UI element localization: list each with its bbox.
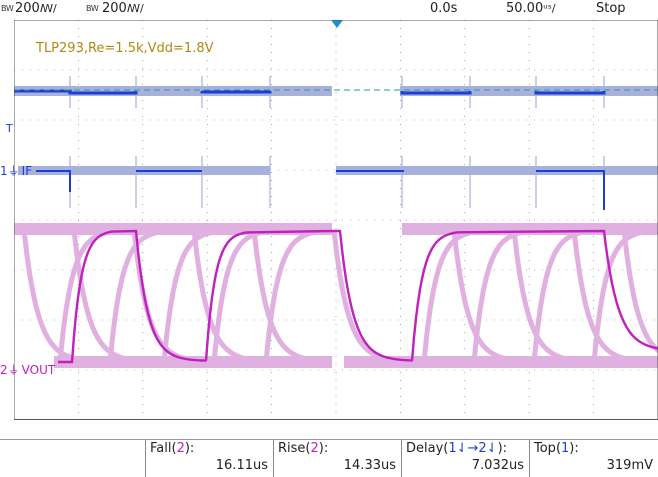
ground-icon: ⏚ xyxy=(7,363,20,377)
ch1-upper-persistence xyxy=(14,86,332,96)
ch2-high-persistence xyxy=(14,223,332,235)
ground-icon: ⏚ xyxy=(7,164,20,178)
waveform-annotation: TLP293,Re=1.5k,Vdd=1.8V xyxy=(35,41,214,56)
ch2-rise-persistence xyxy=(107,228,171,363)
ch2-fall-persistence xyxy=(621,229,658,354)
ch1-if-persistence xyxy=(336,166,658,175)
ch2-number: 2 xyxy=(0,363,8,377)
ch1-scale[interactable]: 200ꟿ/ xyxy=(15,1,57,16)
ch1-upper-persistence xyxy=(400,86,658,96)
trigger-position-marker[interactable] xyxy=(331,20,343,28)
trigger-position[interactable]: 0.0s xyxy=(430,1,458,16)
persistence-traces xyxy=(14,76,658,368)
ch2-ground-marker[interactable]: 2⏚ VOUT xyxy=(0,361,55,378)
ch1-if-trace xyxy=(36,170,605,210)
top-value: 319mV xyxy=(606,458,653,473)
ch2-fall-persistence xyxy=(21,229,94,364)
ch1-number: 1 xyxy=(0,164,8,178)
ch2-fall-persistence xyxy=(331,229,404,364)
measurement-delay[interactable]: Delay(1⇃→2⇃): 7.032us xyxy=(401,440,530,477)
ch2-scale[interactable]: 200ꟿ/ xyxy=(102,1,144,16)
delay-value: 7.032us xyxy=(471,458,524,473)
waveform-display: TLP293,Re=1.5k,Vdd=1.8V xyxy=(14,20,658,420)
ch1-drive-trace xyxy=(14,89,606,95)
rise-value: 14.33us xyxy=(343,458,396,473)
measurement-bar: Fall(2): 16.11us Rise(2): 14.33us Delay(… xyxy=(0,440,658,477)
measurement-divider xyxy=(0,439,658,440)
trigger-level-marker[interactable]: T xyxy=(6,122,13,135)
ch2-fall-persistence xyxy=(511,229,584,364)
fall-value: 16.11us xyxy=(215,458,268,473)
measurement-fall[interactable]: Fall(2): 16.11us xyxy=(145,440,274,477)
run-stop-state[interactable]: Stop xyxy=(596,1,626,16)
screen-border xyxy=(14,20,658,420)
measurement-top[interactable]: Top(1): 319mV xyxy=(529,440,658,477)
ch2-bandwidth-limit: BW xyxy=(86,4,99,13)
measurement-rise[interactable]: Rise(2): 14.33us xyxy=(273,440,402,477)
ch2-rise-persistence xyxy=(263,228,327,363)
ch1-label: IF xyxy=(21,164,33,178)
ch2-fall-persistence xyxy=(191,229,264,364)
ch2-label: VOUT xyxy=(21,363,56,377)
ch2-fall-persistence xyxy=(451,229,524,364)
timebase[interactable]: 50.00ᵘˢ/ xyxy=(506,1,556,16)
live-traces xyxy=(14,89,658,364)
ch1-bandwidth-limit: BW xyxy=(1,4,14,13)
ch2-vout-trace xyxy=(58,229,658,364)
ch2-fall-persistence xyxy=(251,229,324,364)
ch1-ground-marker[interactable]: 1⏚ IF xyxy=(0,162,32,179)
ch2-fall-persistence xyxy=(71,229,144,364)
status-bar: BW 200ꟿ/ BW 200ꟿ/ 0.0s 50.00ᵘˢ/ Stop xyxy=(0,0,658,20)
ch2-fall-persistence xyxy=(571,229,644,364)
